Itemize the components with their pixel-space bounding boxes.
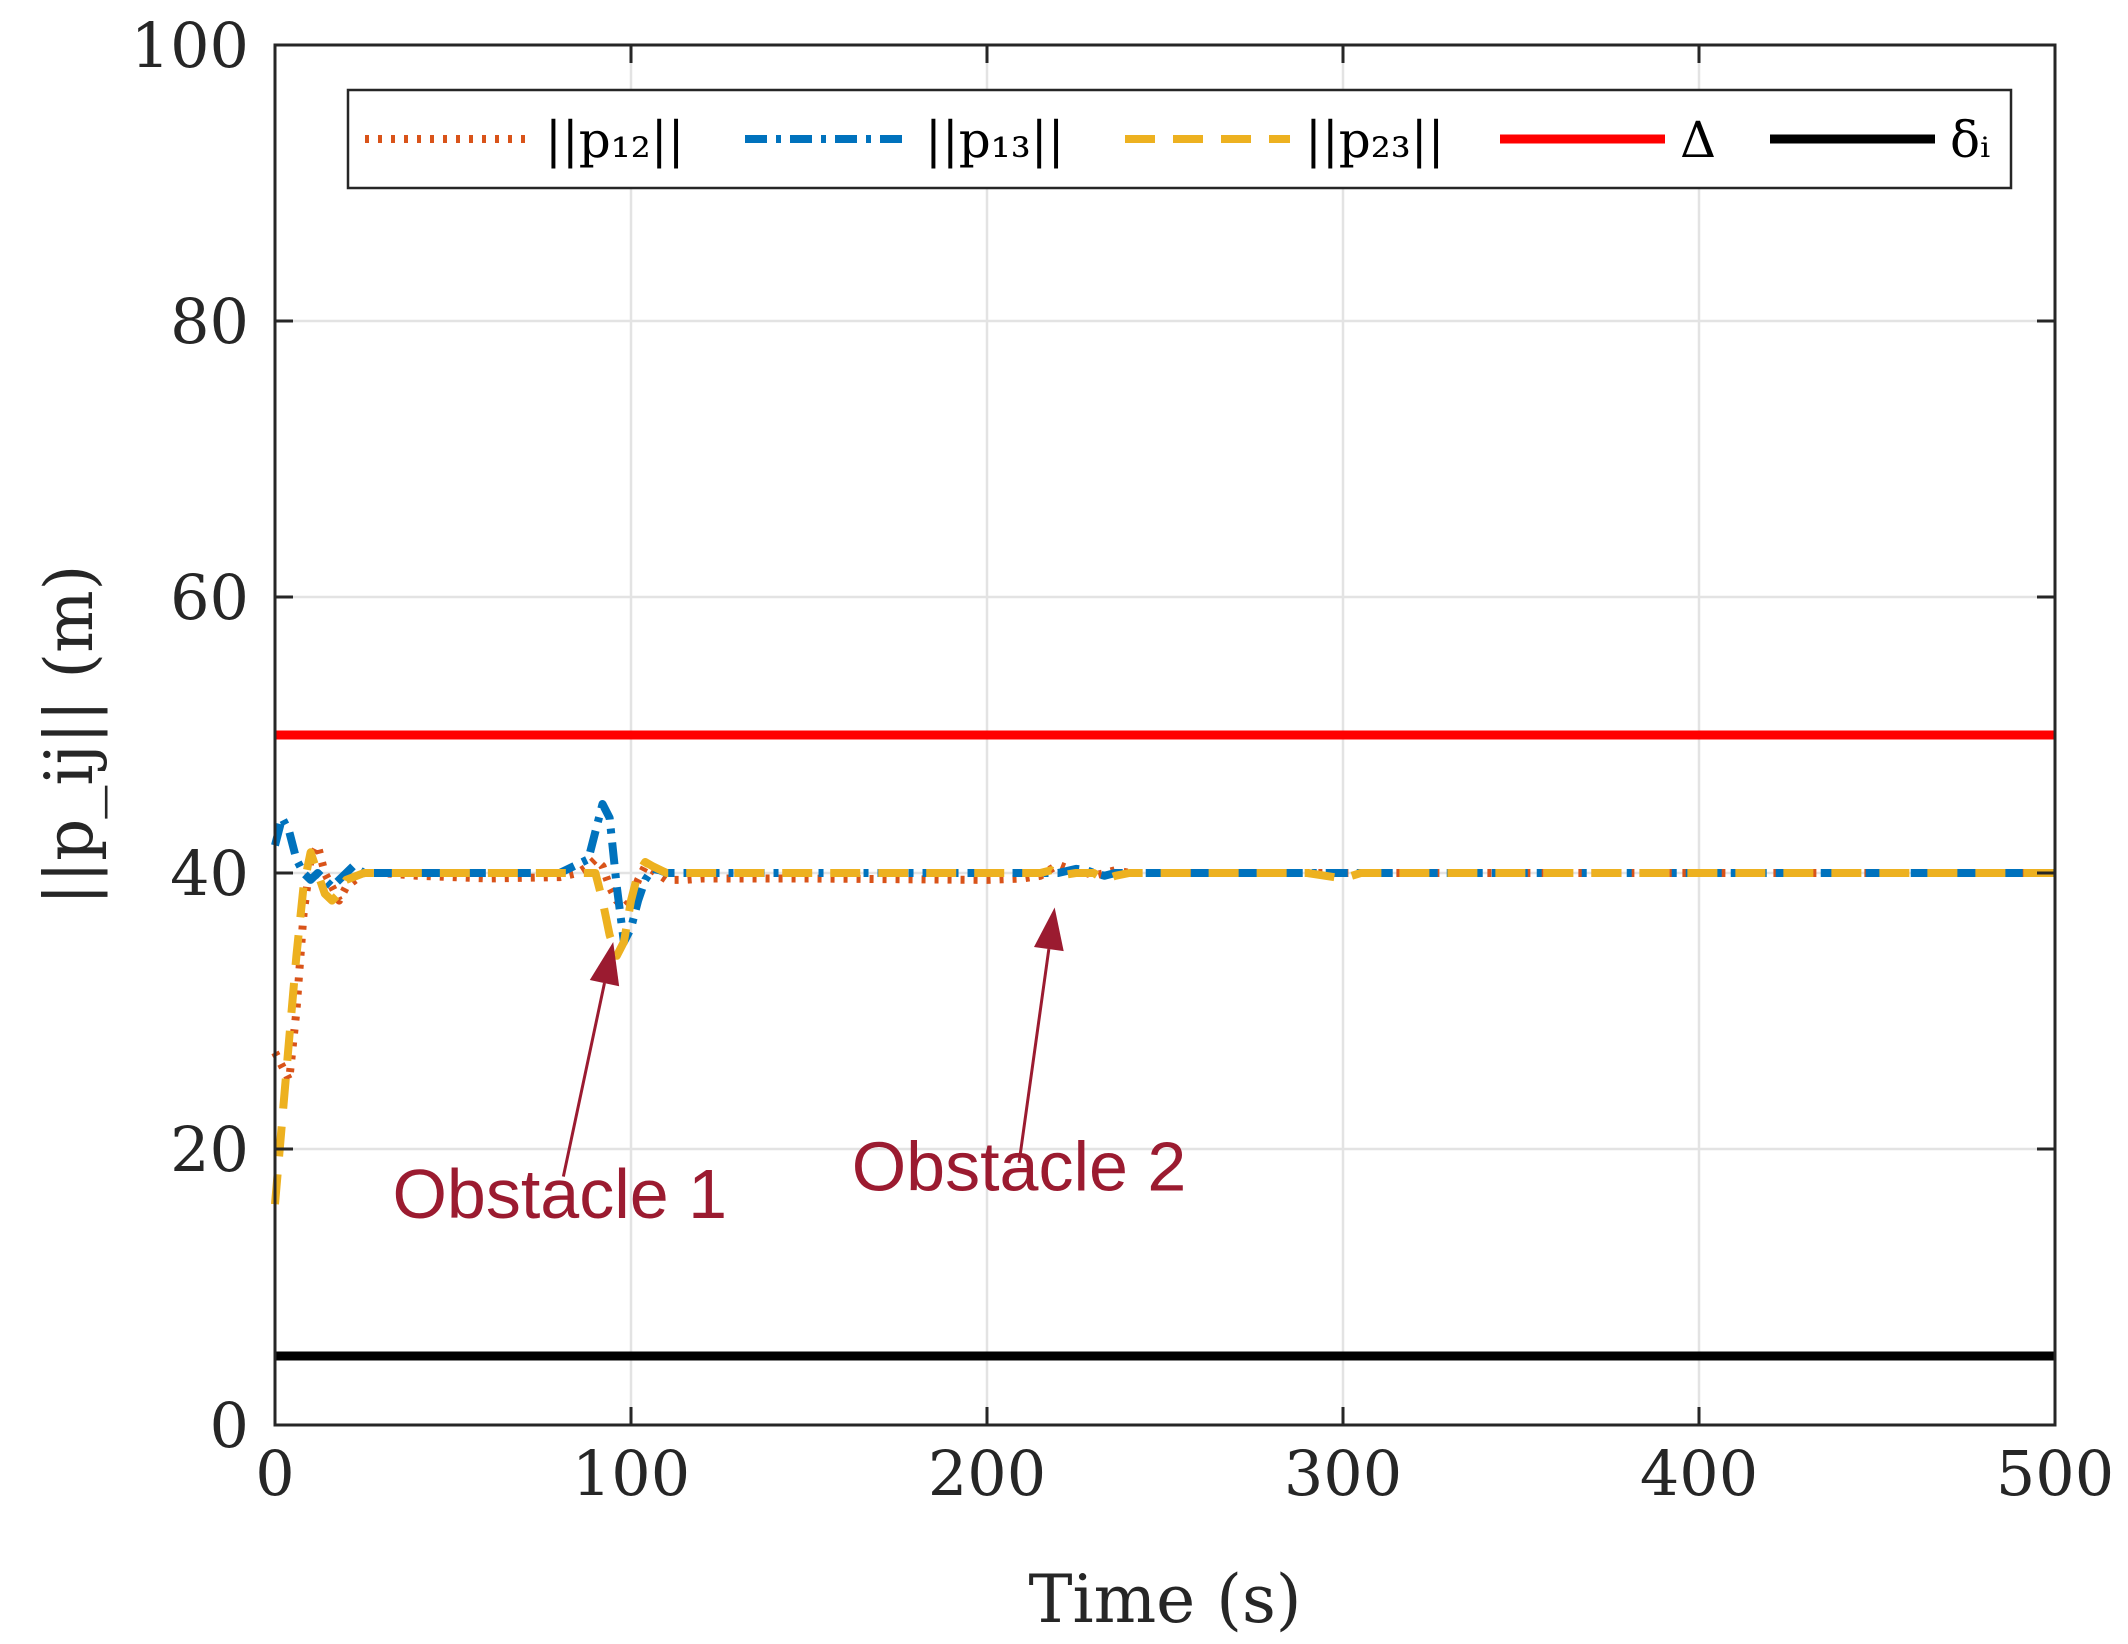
y-tick-label: 40 <box>170 837 249 910</box>
y-tick-label: 60 <box>170 561 249 634</box>
x-tick-label: 400 <box>1640 1437 1758 1510</box>
legend-label-4: Δ <box>1680 111 1716 169</box>
y-tick-label: 20 <box>170 1113 249 1186</box>
plot-frame <box>273 43 2057 1427</box>
x-axis-title: Time (s) <box>1028 1561 1301 1638</box>
annotation-arrowhead-2 <box>1033 907 1064 952</box>
annotations: Obstacle 1 Obstacle 2 <box>392 907 1187 1233</box>
legend-label-5: δᵢ <box>1950 111 1990 169</box>
x-tick-label: 500 <box>1996 1437 2114 1510</box>
annotation-arrowhead-1 <box>589 942 620 987</box>
x-tick-label: 0 <box>255 1437 294 1510</box>
x-tick-label: 100 <box>572 1437 690 1510</box>
series-line-3 <box>271 848 2055 1205</box>
y-tick-label: 0 <box>210 1389 249 1462</box>
y-tick-label: 100 <box>131 9 249 82</box>
y-tick-label: 80 <box>170 285 249 358</box>
y-axis-title: ||p_ij|| (m) <box>31 565 108 906</box>
legend-label-3: ||p₂₃|| <box>1305 111 1444 169</box>
legend-label-1: ||p₁₂|| <box>545 111 684 169</box>
series-layer <box>271 730 2055 1361</box>
annotation-arrow-2 <box>1017 948 1051 1164</box>
annotation-label-1: Obstacle 1 <box>392 1155 727 1233</box>
annotation-arrow-1 <box>561 982 606 1177</box>
x-tick-label: 300 <box>1284 1437 1402 1510</box>
x-tick-label: 200 <box>928 1437 1046 1510</box>
annotation-label-2: Obstacle 2 <box>852 1127 1187 1205</box>
tick-labels: 0 100 200 300 400 500 0 20 40 60 80 100 <box>131 9 2115 1510</box>
legend-label-2: ||p₁₃|| <box>925 111 1064 169</box>
ticks <box>273 43 2057 1427</box>
series-line-1 <box>271 841 2055 1084</box>
